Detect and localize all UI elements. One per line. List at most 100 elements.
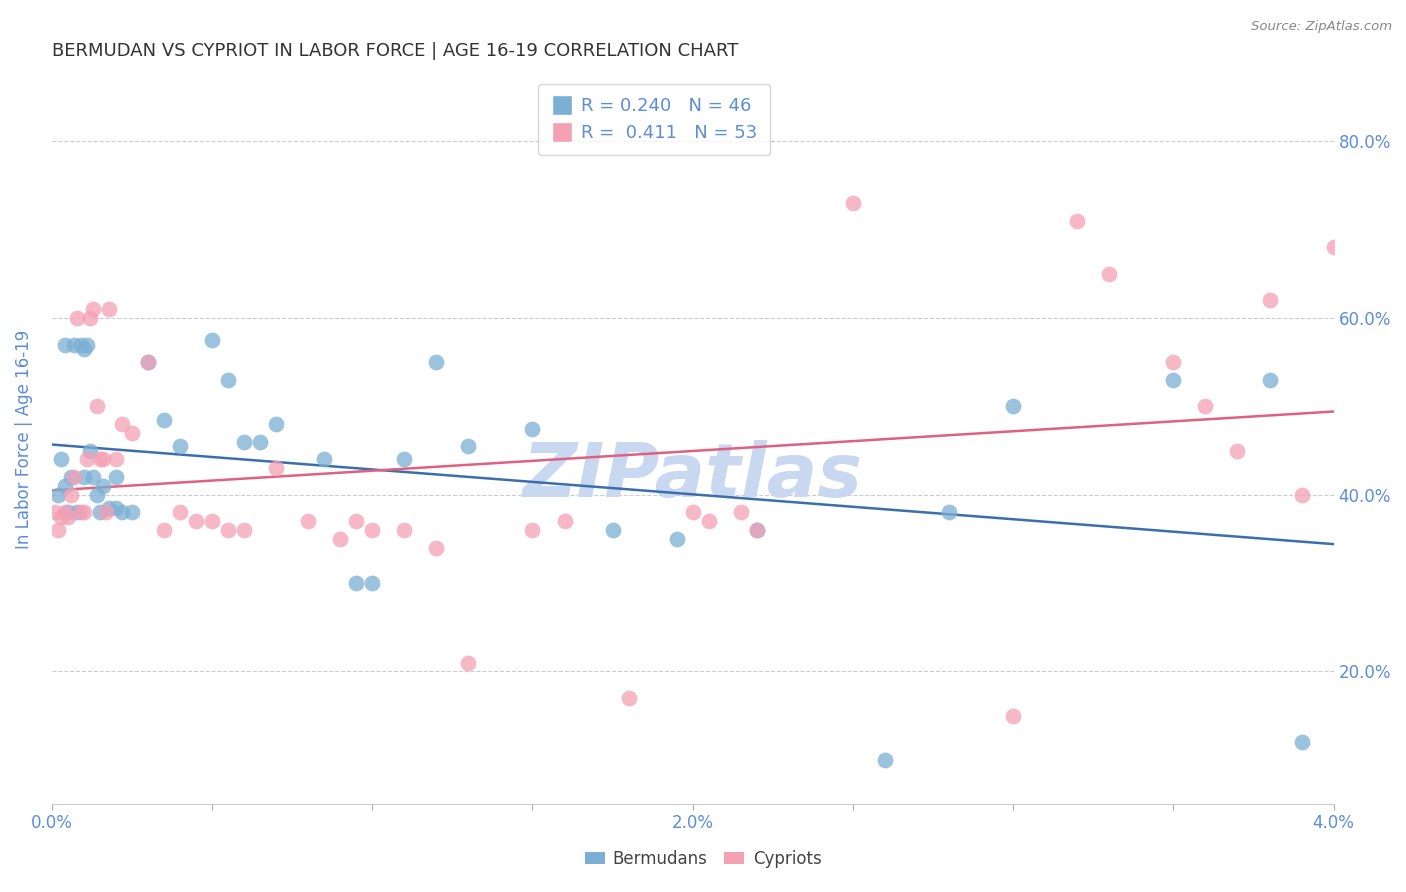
Point bbox=[59, 470, 82, 484]
Point bbox=[938, 506, 960, 520]
Point bbox=[86, 400, 108, 414]
Point bbox=[184, 514, 207, 528]
Point bbox=[73, 506, 96, 520]
Point bbox=[111, 506, 134, 520]
Point bbox=[522, 421, 544, 435]
Point bbox=[602, 523, 624, 537]
Point bbox=[745, 523, 768, 537]
Point bbox=[111, 417, 134, 431]
Point bbox=[249, 434, 271, 449]
Text: BERMUDAN VS CYPRIOT IN LABOR FORCE | AGE 16-19 CORRELATION CHART: BERMUDAN VS CYPRIOT IN LABOR FORCE | AGE… bbox=[52, 42, 738, 60]
Point bbox=[264, 461, 287, 475]
Point bbox=[201, 514, 224, 528]
Point bbox=[98, 302, 121, 317]
Y-axis label: In Labor Force | Age 16-19: In Labor Force | Age 16-19 bbox=[15, 330, 32, 549]
Point bbox=[344, 576, 367, 591]
Point bbox=[79, 311, 101, 326]
Point bbox=[394, 523, 416, 537]
Point bbox=[1194, 400, 1216, 414]
Point bbox=[1002, 708, 1025, 723]
Point bbox=[53, 479, 76, 493]
Point bbox=[1002, 400, 1025, 414]
Point bbox=[76, 452, 98, 467]
Point bbox=[153, 523, 176, 537]
Point bbox=[361, 523, 384, 537]
Point bbox=[217, 373, 239, 387]
Point bbox=[217, 523, 239, 537]
Point bbox=[1258, 373, 1281, 387]
Point bbox=[1163, 355, 1185, 369]
Point bbox=[745, 523, 768, 537]
Point bbox=[136, 355, 159, 369]
Point bbox=[91, 452, 114, 467]
Point bbox=[104, 501, 127, 516]
Point bbox=[522, 523, 544, 537]
Point bbox=[730, 506, 752, 520]
Point bbox=[66, 506, 89, 520]
Point bbox=[169, 439, 191, 453]
Point bbox=[86, 488, 108, 502]
Point bbox=[121, 506, 143, 520]
Text: ZIPatlas: ZIPatlas bbox=[523, 440, 863, 513]
Point bbox=[104, 470, 127, 484]
Point bbox=[44, 506, 66, 520]
Point bbox=[69, 506, 91, 520]
Point bbox=[344, 514, 367, 528]
Point bbox=[1226, 443, 1249, 458]
Point bbox=[1291, 735, 1313, 749]
Point bbox=[121, 425, 143, 440]
Point bbox=[89, 506, 111, 520]
Point bbox=[233, 523, 256, 537]
Point bbox=[104, 452, 127, 467]
Point bbox=[89, 452, 111, 467]
Point bbox=[98, 501, 121, 516]
Point bbox=[79, 443, 101, 458]
Point bbox=[51, 509, 73, 524]
Point bbox=[297, 514, 319, 528]
Point bbox=[91, 479, 114, 493]
Point bbox=[53, 337, 76, 351]
Point bbox=[201, 333, 224, 347]
Point bbox=[425, 355, 447, 369]
Point bbox=[51, 452, 73, 467]
Point bbox=[59, 488, 82, 502]
Legend: Bermudans, Cypriots: Bermudans, Cypriots bbox=[578, 844, 828, 875]
Point bbox=[1098, 267, 1121, 281]
Point bbox=[46, 523, 69, 537]
Point bbox=[153, 413, 176, 427]
Legend: R = 0.240   N = 46, R =  0.411   N = 53: R = 0.240 N = 46, R = 0.411 N = 53 bbox=[538, 84, 770, 154]
Point bbox=[56, 506, 79, 520]
Point bbox=[73, 470, 96, 484]
Point bbox=[46, 488, 69, 502]
Point bbox=[96, 506, 118, 520]
Point bbox=[394, 452, 416, 467]
Point bbox=[73, 342, 96, 356]
Point bbox=[665, 532, 688, 546]
Point bbox=[553, 514, 575, 528]
Point bbox=[69, 337, 91, 351]
Point bbox=[76, 337, 98, 351]
Point bbox=[361, 576, 384, 591]
Point bbox=[457, 656, 479, 670]
Point bbox=[617, 690, 640, 705]
Point bbox=[457, 439, 479, 453]
Point bbox=[82, 470, 104, 484]
Point bbox=[1066, 214, 1088, 228]
Point bbox=[264, 417, 287, 431]
Point bbox=[842, 196, 865, 211]
Point bbox=[1323, 240, 1346, 254]
Point bbox=[63, 337, 86, 351]
Point bbox=[425, 541, 447, 555]
Point bbox=[66, 311, 89, 326]
Point bbox=[1163, 373, 1185, 387]
Point bbox=[136, 355, 159, 369]
Point bbox=[53, 506, 76, 520]
Point bbox=[697, 514, 720, 528]
Point bbox=[873, 753, 896, 767]
Point bbox=[169, 506, 191, 520]
Text: Source: ZipAtlas.com: Source: ZipAtlas.com bbox=[1251, 20, 1392, 33]
Point bbox=[56, 509, 79, 524]
Point bbox=[314, 452, 336, 467]
Point bbox=[63, 470, 86, 484]
Point bbox=[329, 532, 352, 546]
